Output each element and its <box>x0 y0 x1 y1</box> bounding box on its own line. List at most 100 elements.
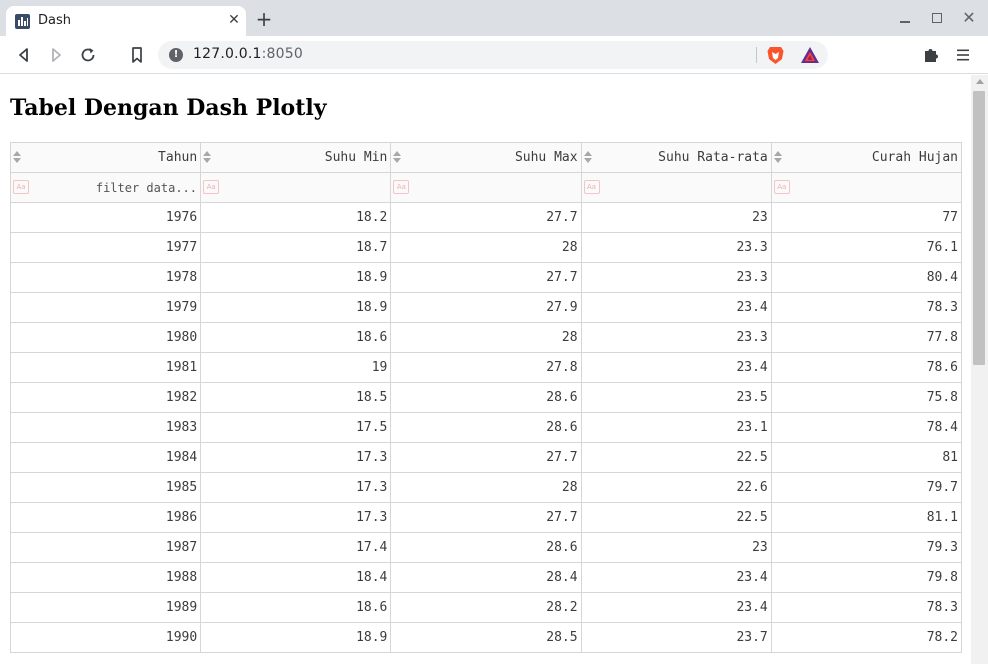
cell-suhu-rata-rata[interactable]: 23 <box>580 202 772 233</box>
cell-tahun[interactable]: 1984 <box>9 442 202 473</box>
cell-suhu-max[interactable]: 28 <box>390 232 582 263</box>
cell-tahun[interactable]: 1990 <box>9 622 202 653</box>
sort-icon[interactable] <box>583 151 592 163</box>
cell-tahun[interactable]: 1977 <box>9 232 202 263</box>
hamburger-menu-icon[interactable] <box>952 44 974 66</box>
cell-suhu-min[interactable]: 18.6 <box>200 322 392 353</box>
cell-suhu-max[interactable]: 28 <box>390 322 582 353</box>
cell-suhu-min[interactable]: 18.5 <box>200 382 392 413</box>
cell-suhu-rata-rata[interactable]: 23.7 <box>580 622 772 653</box>
case-sensitive-icon[interactable]: Aa <box>583 180 600 194</box>
cell-suhu-min[interactable]: 18.4 <box>200 562 392 593</box>
maximize-icon[interactable] <box>928 9 946 27</box>
cell-curah-hujan[interactable]: 79.3 <box>770 532 963 563</box>
sort-icon[interactable] <box>203 151 212 163</box>
cell-tahun[interactable]: 1979 <box>9 292 202 323</box>
cell-tahun[interactable]: 1989 <box>9 592 202 623</box>
column-header-curah-hujan[interactable]: Curah Hujan <box>770 142 963 173</box>
cell-suhu-min[interactable]: 18.2 <box>200 202 392 233</box>
cell-curah-hujan[interactable]: 78.6 <box>770 352 963 383</box>
cell-suhu-rata-rata[interactable]: 23.3 <box>580 322 772 353</box>
cell-tahun[interactable]: 1986 <box>9 502 202 533</box>
cell-suhu-max[interactable]: 27.7 <box>390 202 582 233</box>
cell-curah-hujan[interactable]: 80.4 <box>770 262 963 293</box>
cell-curah-hujan[interactable]: 77.8 <box>770 322 963 353</box>
cell-suhu-min[interactable]: 18.7 <box>200 232 392 263</box>
case-sensitive-icon[interactable]: Aa <box>773 180 790 194</box>
cell-curah-hujan[interactable]: 79.7 <box>770 472 963 503</box>
cell-suhu-min[interactable]: 17.3 <box>200 472 392 503</box>
cell-suhu-min[interactable]: 18.9 <box>200 262 392 293</box>
cell-suhu-rata-rata[interactable]: 23.4 <box>580 352 772 383</box>
cell-suhu-max[interactable]: 28.2 <box>390 592 582 623</box>
url-text[interactable]: 127.0.0.1:8050 <box>193 46 303 62</box>
cell-suhu-min[interactable]: 17.4 <box>200 532 392 563</box>
cell-suhu-max[interactable]: 27.8 <box>390 352 582 383</box>
filter-input-suhu-max[interactable] <box>415 179 578 197</box>
cell-suhu-rata-rata[interactable]: 22.6 <box>580 472 772 503</box>
cell-suhu-max[interactable]: 27.9 <box>390 292 582 323</box>
scroll-up-arrow-icon[interactable] <box>976 79 984 84</box>
cell-suhu-min[interactable]: 18.6 <box>200 592 392 623</box>
scroll-thumb[interactable] <box>973 91 985 365</box>
cell-suhu-min[interactable]: 18.9 <box>200 292 392 323</box>
bookmark-icon[interactable] <box>126 44 148 66</box>
column-header-suhu-min[interactable]: Suhu Min <box>200 142 392 173</box>
cell-suhu-rata-rata[interactable]: 22.5 <box>580 442 772 473</box>
cell-suhu-rata-rata[interactable]: 23.4 <box>580 562 772 593</box>
cell-suhu-rata-rata[interactable]: 23.3 <box>580 262 772 293</box>
cell-curah-hujan[interactable]: 76.1 <box>770 232 963 263</box>
filter-input-curah-hujan[interactable] <box>795 179 958 197</box>
minimize-icon[interactable] <box>896 9 914 27</box>
cell-suhu-max[interactable]: 28.6 <box>390 382 582 413</box>
bat-triangle-icon[interactable] <box>800 46 820 64</box>
cell-curah-hujan[interactable]: 79.8 <box>770 562 963 593</box>
cell-suhu-max[interactable]: 28.4 <box>390 562 582 593</box>
reload-icon[interactable] <box>77 44 99 66</box>
cell-curah-hujan[interactable]: 78.2 <box>770 622 963 653</box>
cell-suhu-max[interactable]: 27.7 <box>390 262 582 293</box>
cell-curah-hujan[interactable]: 75.8 <box>770 382 963 413</box>
cell-suhu-max[interactable]: 28 <box>390 472 582 503</box>
browser-tab[interactable]: Dash ✕ <box>6 6 246 36</box>
cell-curah-hujan[interactable]: 81 <box>770 442 963 473</box>
column-header-suhu-rata-rata[interactable]: Suhu Rata-rata <box>580 142 772 173</box>
cell-tahun[interactable]: 1982 <box>9 382 202 413</box>
cell-suhu-max[interactable]: 27.7 <box>390 442 582 473</box>
cell-tahun[interactable]: 1978 <box>9 262 202 293</box>
case-sensitive-icon[interactable]: Aa <box>13 180 29 194</box>
filter-input-tahun[interactable] <box>35 179 197 197</box>
back-arrow-icon[interactable] <box>13 44 35 66</box>
cell-suhu-rata-rata[interactable]: 23.5 <box>580 382 772 413</box>
case-sensitive-icon[interactable]: Aa <box>203 180 220 194</box>
info-icon[interactable]: ! <box>169 48 183 62</box>
new-tab-button[interactable]: + <box>255 7 273 31</box>
close-tab-icon[interactable]: ✕ <box>228 12 240 28</box>
puzzle-icon[interactable] <box>920 44 942 66</box>
cell-suhu-max[interactable]: 27.7 <box>390 502 582 533</box>
forward-arrow-icon[interactable] <box>45 44 67 66</box>
cell-suhu-rata-rata[interactable]: 23.4 <box>580 292 772 323</box>
cell-suhu-rata-rata[interactable]: 23 <box>580 532 772 563</box>
brave-lion-icon[interactable] <box>766 45 785 65</box>
cell-suhu-min[interactable]: 18.9 <box>200 622 392 653</box>
cell-suhu-rata-rata[interactable]: 23.1 <box>580 412 772 443</box>
cell-suhu-rata-rata[interactable]: 22.5 <box>580 502 772 533</box>
cell-tahun[interactable]: 1980 <box>9 322 202 353</box>
column-header-suhu-max[interactable]: Suhu Max <box>390 142 582 173</box>
cell-tahun[interactable]: 1987 <box>9 532 202 563</box>
case-sensitive-icon[interactable]: Aa <box>393 180 410 194</box>
cell-curah-hujan[interactable]: 78.3 <box>770 292 963 323</box>
vertical-scrollbar[interactable] <box>971 75 988 664</box>
cell-suhu-min[interactable]: 17.3 <box>200 502 392 533</box>
window-close-icon[interactable]: ✕ <box>962 8 976 27</box>
sort-icon[interactable] <box>393 151 402 163</box>
cell-suhu-rata-rata[interactable]: 23.4 <box>580 592 772 623</box>
cell-tahun[interactable]: 1976 <box>9 202 202 233</box>
sort-icon[interactable] <box>13 151 21 163</box>
cell-tahun[interactable]: 1985 <box>9 472 202 503</box>
cell-suhu-max[interactable]: 28.6 <box>390 532 582 563</box>
cell-suhu-max[interactable]: 28.5 <box>390 622 582 653</box>
cell-curah-hujan[interactable]: 77 <box>770 202 963 233</box>
cell-suhu-min[interactable]: 17.5 <box>200 412 392 443</box>
